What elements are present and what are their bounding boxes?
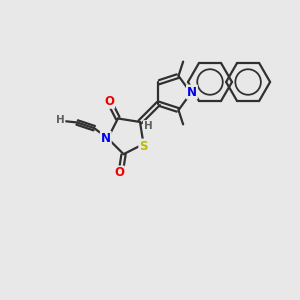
Text: O: O — [114, 167, 124, 179]
Text: N: N — [187, 85, 197, 98]
Text: S: S — [139, 140, 148, 152]
Text: O: O — [104, 95, 114, 108]
Text: H: H — [56, 115, 64, 125]
Text: N: N — [101, 132, 111, 145]
Text: H: H — [144, 121, 152, 131]
